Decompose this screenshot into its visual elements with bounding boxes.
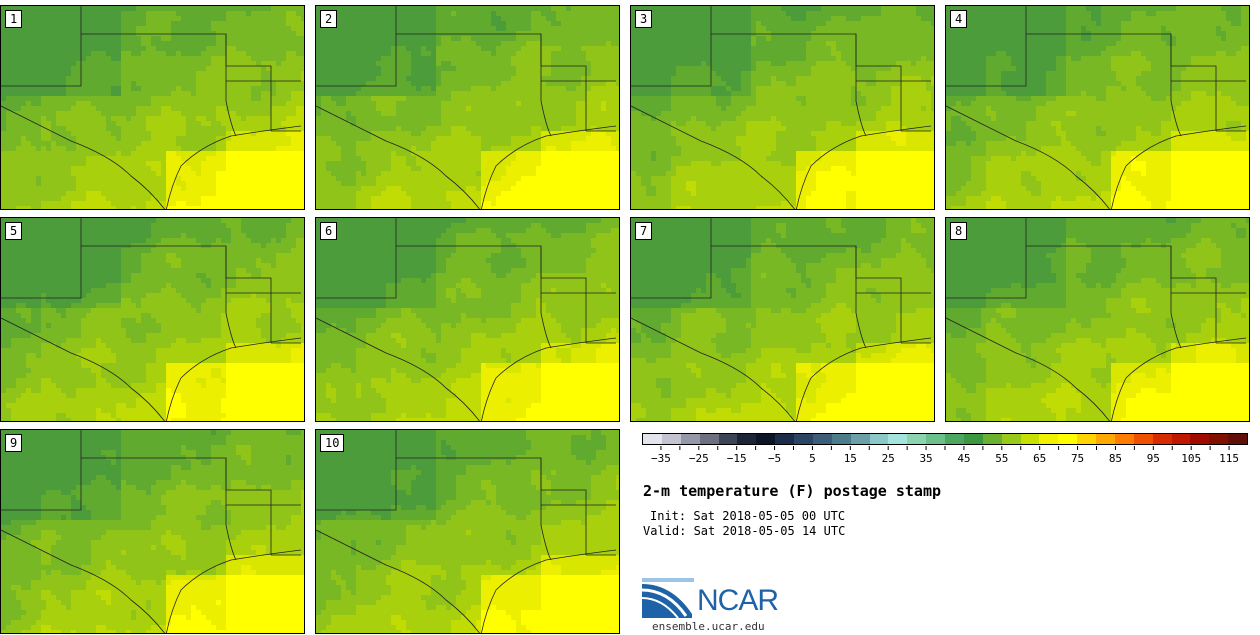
colorbar-label: −5 bbox=[768, 452, 781, 465]
colorbar-swatch bbox=[1114, 434, 1134, 444]
colorbar-label: −15 bbox=[727, 452, 747, 465]
colorbar-swatch bbox=[1001, 434, 1021, 444]
colorbar-labels: −35 −25 −15 −5 5 15 25 35 45 55 65 75 85 95 105 115 bbox=[642, 452, 1248, 466]
colorbar-swatch bbox=[1190, 434, 1210, 444]
colorbar-label: 115 bbox=[1219, 452, 1239, 465]
valid-time: Valid: Sat 2018-05-05 14 UTC bbox=[643, 524, 845, 538]
member-panel-10: 10 bbox=[315, 429, 620, 634]
member-panel-4: 4 bbox=[945, 5, 1250, 210]
colorbar-swatch bbox=[1039, 434, 1059, 444]
member-panel-5: 5 bbox=[0, 217, 305, 422]
colorbar-label: 45 bbox=[957, 452, 970, 465]
colorbar-swatch bbox=[963, 434, 983, 444]
colorbar-swatch bbox=[1058, 434, 1078, 444]
colorbar-swatch bbox=[680, 434, 700, 444]
colorbar-label: 35 bbox=[919, 452, 932, 465]
member-panel-9: 9 bbox=[0, 429, 305, 634]
colorbar-label: 25 bbox=[882, 452, 895, 465]
panel-label: 1 bbox=[5, 10, 23, 28]
colorbar-label: −35 bbox=[651, 452, 671, 465]
colorbar-label: 85 bbox=[1109, 452, 1122, 465]
colorbar-label: 105 bbox=[1181, 452, 1201, 465]
ncar-logo-text: NCAR bbox=[697, 584, 779, 618]
colorbar-swatch bbox=[888, 434, 908, 444]
colorbar-swatch bbox=[1020, 434, 1040, 444]
colorbar-swatch bbox=[831, 434, 851, 444]
colorbar-swatch bbox=[737, 434, 757, 444]
panel-label: 8 bbox=[950, 222, 968, 240]
panel-label: 2 bbox=[320, 10, 338, 28]
colorbar-swatch bbox=[1096, 434, 1115, 444]
member-panel-7: 7 bbox=[630, 217, 935, 422]
member-panel-6: 6 bbox=[315, 217, 620, 422]
member-panel-2: 2 bbox=[315, 5, 620, 210]
colorbar-label: 75 bbox=[1071, 452, 1084, 465]
colorbar-swatch bbox=[794, 434, 813, 444]
colorbar-swatch bbox=[1152, 434, 1172, 444]
colorbar-swatch bbox=[945, 434, 964, 444]
colorbar-swatch bbox=[982, 434, 1002, 444]
colorbar-label: 95 bbox=[1147, 452, 1160, 465]
panel-label: 10 bbox=[320, 434, 345, 452]
colorbar-label: −25 bbox=[689, 452, 709, 465]
ncar-logo-icon bbox=[642, 578, 694, 618]
colorbar-swatch bbox=[643, 434, 662, 444]
colorbar-swatch bbox=[1133, 434, 1153, 444]
site-url: ensemble.ucar.edu bbox=[652, 620, 765, 633]
colorbar-label: 15 bbox=[844, 452, 857, 465]
init-time: Init: Sat 2018-05-05 00 UTC bbox=[650, 509, 845, 523]
colorbar-swatch bbox=[756, 434, 776, 444]
colorbar-swatch bbox=[1077, 434, 1096, 444]
colorbar-swatch bbox=[1171, 434, 1191, 444]
panel-label: 7 bbox=[635, 222, 653, 240]
colorbar-swatch bbox=[926, 434, 945, 444]
colorbar-swatch bbox=[1209, 434, 1229, 444]
colorbar-swatch bbox=[699, 434, 719, 444]
colorbar-swatch bbox=[869, 434, 889, 444]
member-panel-8: 8 bbox=[945, 217, 1250, 422]
colorbar-swatch bbox=[661, 434, 681, 444]
colorbar-swatch bbox=[1228, 434, 1247, 444]
panel-label: 3 bbox=[635, 10, 653, 28]
member-panel-1: 1 bbox=[0, 5, 305, 210]
panel-label: 9 bbox=[5, 434, 23, 452]
panel-label: 6 bbox=[320, 222, 338, 240]
colorbar-label: 65 bbox=[1033, 452, 1046, 465]
colorbar-label: 5 bbox=[809, 452, 816, 465]
colorbar-swatch bbox=[907, 434, 927, 444]
colorbar-ticks bbox=[660, 446, 1230, 450]
colorbar-swatch bbox=[718, 434, 738, 444]
plot-title: 2-m temperature (F) postage stamp bbox=[643, 482, 941, 500]
temperature-colorbar bbox=[642, 433, 1248, 445]
panel-label: 5 bbox=[5, 222, 23, 240]
colorbar-swatch bbox=[812, 434, 832, 444]
colorbar-swatch bbox=[775, 434, 794, 444]
panel-label: 4 bbox=[950, 10, 968, 28]
colorbar-label: 55 bbox=[995, 452, 1008, 465]
member-panel-3: 3 bbox=[630, 5, 935, 210]
colorbar-swatch bbox=[850, 434, 870, 444]
